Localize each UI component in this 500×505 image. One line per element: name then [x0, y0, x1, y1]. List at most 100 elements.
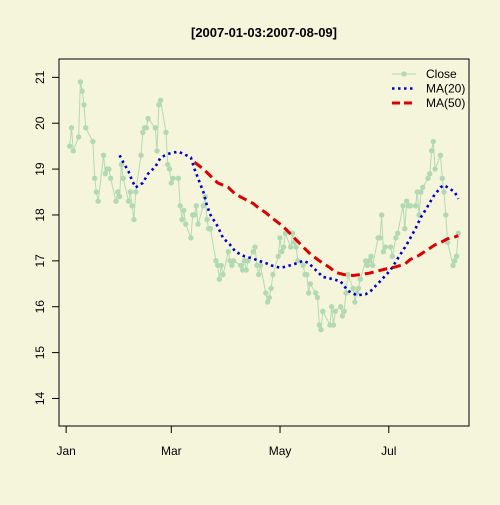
data-point	[252, 244, 258, 250]
data-point	[138, 152, 144, 158]
legend-label: Close	[426, 67, 457, 81]
data-point	[418, 189, 424, 195]
data-point	[193, 203, 199, 209]
y-tick-label: 20	[33, 116, 47, 130]
data-point	[412, 203, 419, 209]
data-point	[389, 253, 395, 259]
y-tick-label: 19	[33, 162, 47, 176]
data-point	[207, 226, 214, 232]
data-point	[213, 258, 219, 264]
data-point	[420, 184, 426, 191]
data-point	[289, 230, 296, 236]
data-point	[402, 226, 408, 232]
data-point	[143, 125, 149, 131]
data-point	[403, 198, 410, 204]
data-point	[154, 148, 160, 154]
y-axis: 14 15 16 17 18 19 20 21	[33, 70, 60, 405]
data-point	[432, 166, 438, 172]
data-point	[75, 134, 82, 140]
data-point	[350, 285, 356, 292]
legend-label: MA(50)	[426, 96, 465, 110]
data-point	[175, 175, 182, 181]
data-point	[270, 271, 276, 278]
data-point	[95, 198, 101, 204]
y-tick-label: 15	[33, 346, 47, 360]
data-point	[220, 271, 226, 278]
data-point	[437, 152, 444, 158]
data-point	[257, 262, 264, 269]
data-point	[256, 271, 262, 278]
data-point	[100, 152, 107, 158]
series-line	[118, 150, 460, 297]
data-point	[366, 258, 372, 264]
y-tick-label: 21	[33, 70, 47, 84]
data-point	[395, 230, 401, 236]
data-point	[295, 258, 301, 264]
data-point	[92, 175, 98, 181]
data-point	[77, 79, 84, 85]
data-point	[304, 271, 310, 278]
x-tick-label: Jan	[56, 444, 75, 458]
data-point	[129, 203, 135, 209]
data-point	[67, 143, 73, 149]
x-tick-label: Mar	[161, 444, 182, 458]
data-point	[163, 129, 169, 136]
data-point	[93, 189, 100, 195]
data-point	[377, 235, 383, 241]
data-point	[90, 138, 96, 145]
data-point	[125, 198, 132, 204]
data-point	[320, 308, 326, 314]
data-point	[264, 299, 271, 305]
data-point	[379, 212, 385, 218]
data-point	[368, 253, 374, 259]
x-tick-label: Jul	[381, 444, 396, 458]
data-point	[329, 304, 335, 310]
data-point	[318, 327, 324, 333]
data-point	[106, 166, 112, 172]
data-point	[305, 290, 312, 296]
data-point	[425, 175, 431, 181]
data-point	[293, 244, 299, 250]
data-point	[443, 212, 449, 218]
data-point	[195, 221, 201, 227]
data-point	[127, 189, 133, 195]
data-point	[439, 175, 445, 181]
data-point	[280, 244, 287, 250]
data-point	[188, 235, 194, 241]
data-point	[166, 166, 173, 172]
data-point	[343, 290, 349, 296]
data-point	[345, 271, 351, 278]
data-point	[250, 249, 256, 255]
data-point	[140, 129, 146, 136]
data-point	[288, 244, 294, 250]
series-layer	[67, 79, 461, 333]
data-point	[430, 138, 436, 145]
series-line	[193, 161, 459, 278]
data-point	[407, 203, 413, 209]
data-point	[231, 258, 237, 264]
data-point	[68, 125, 75, 131]
data-point	[200, 203, 207, 209]
data-point	[332, 308, 338, 314]
data-point	[70, 148, 77, 154]
data-point	[452, 258, 458, 264]
data-point	[316, 322, 322, 328]
y-tick-label: 17	[33, 254, 47, 268]
data-point	[338, 304, 344, 310]
series-ma-20	[118, 150, 460, 297]
data-point	[181, 207, 187, 214]
data-point	[238, 262, 244, 269]
data-point	[182, 221, 189, 227]
data-point	[307, 281, 313, 287]
x-axis: Jan Mar May Jul	[56, 425, 396, 458]
data-point	[314, 294, 321, 301]
data-point	[229, 262, 235, 269]
data-point	[170, 175, 176, 181]
data-point	[428, 148, 435, 154]
data-point	[453, 253, 460, 259]
y-tick-label: 16	[33, 300, 47, 314]
data-point	[387, 244, 394, 250]
